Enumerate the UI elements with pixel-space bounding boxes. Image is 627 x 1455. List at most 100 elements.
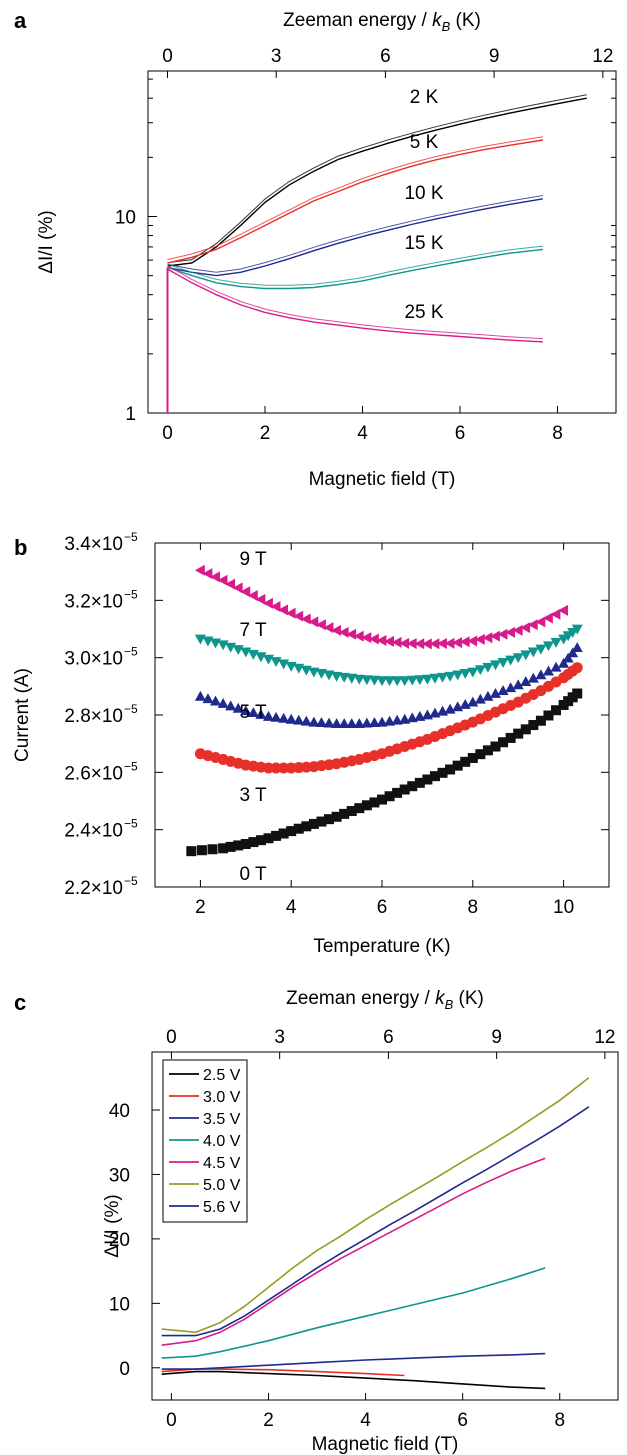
marker-9t xyxy=(437,638,447,650)
marker-5t xyxy=(535,669,547,680)
top-axis-a-tick-label: 9 xyxy=(489,46,500,67)
marker-0t xyxy=(293,823,304,834)
panel-b-letter: b xyxy=(14,535,27,560)
annotation-a-2k: 2 K xyxy=(410,87,439,108)
annotation-b-5t: 5 T xyxy=(239,702,267,723)
marker-9t xyxy=(406,638,417,650)
marker-9t xyxy=(399,637,410,649)
marker-7t xyxy=(331,671,343,682)
marker-7t xyxy=(459,669,471,679)
marker-5t xyxy=(300,715,312,726)
marker-7t xyxy=(452,670,464,681)
y-axis-b-label: Current (A) xyxy=(12,668,33,762)
marker-9t xyxy=(361,632,372,644)
chart-panel-b: 2 4 6 8 102.2×10 −52.4×10 −52.6×10 −52.8×10 −53.… xyxy=(12,530,610,957)
annotation-a-25k: 25 K xyxy=(404,302,443,323)
marker-9t xyxy=(497,628,508,640)
marker-5t xyxy=(391,714,403,725)
marker-9t xyxy=(247,590,258,602)
panel-c-letter: c xyxy=(14,990,26,1015)
marker-0t xyxy=(225,841,236,852)
marker-9t xyxy=(285,607,296,619)
x-axis-b-tick-label: 2 xyxy=(195,897,206,918)
marker-7t xyxy=(353,674,365,685)
marker-5t xyxy=(255,709,267,719)
marker-9t xyxy=(459,636,470,648)
marker-0t xyxy=(422,774,433,785)
y-axis-b-tick-exponent: −5 xyxy=(124,759,138,773)
marker-0t xyxy=(248,837,259,848)
marker-7t xyxy=(550,637,562,648)
y-axis-c-tick-label: 0 xyxy=(119,1359,130,1380)
annotation-a-5k: 5 K xyxy=(410,132,439,153)
marker-5t xyxy=(210,695,222,706)
y-axis-a-tick-label: 10 xyxy=(115,207,136,228)
x-axis-c-tick-label: 6 xyxy=(457,1410,468,1431)
y-axis-c-tick-label: 30 xyxy=(109,1165,130,1186)
series-line-40v xyxy=(161,1267,546,1359)
marker-9t xyxy=(512,624,523,636)
marker-9t xyxy=(482,632,493,644)
top-axis-a-tick-label: 0 xyxy=(162,46,173,67)
marker-9t xyxy=(505,626,516,638)
series-line-trace2-10k xyxy=(167,195,543,273)
marker-0t xyxy=(308,818,319,829)
top-axis-c-label: Zeeman energy / kB (K) xyxy=(286,988,484,1012)
marker-5t xyxy=(323,717,335,728)
marker-5t xyxy=(497,685,509,696)
marker-0t xyxy=(460,756,471,767)
marker-7t xyxy=(421,674,433,685)
marker-7t xyxy=(505,655,517,666)
marker-5t xyxy=(225,700,237,711)
marker-9t xyxy=(490,630,500,642)
marker-5t xyxy=(562,652,574,663)
chart-panel-a: 0 2 4 6 8 0 3 6 9 12 1 10 Magnetic field (T) ΔI/I (%)… xyxy=(36,10,617,490)
marker-9t xyxy=(391,636,402,648)
x-axis-a-label: Magnetic field (T) xyxy=(309,469,456,490)
marker-7t xyxy=(437,672,449,683)
series-line-trace2-5k xyxy=(167,136,543,261)
marker-5t xyxy=(361,717,373,728)
annotation-b-3t: 3 T xyxy=(239,785,267,806)
marker-5t xyxy=(194,690,206,701)
marker-5t xyxy=(270,711,282,722)
marker-5t xyxy=(285,713,297,724)
top-axis-c-tick-label: 12 xyxy=(594,1027,615,1048)
series-line-25k xyxy=(167,268,543,343)
marker-0t xyxy=(543,710,554,721)
marker-0t xyxy=(369,797,380,808)
marker-7t xyxy=(338,672,350,683)
x-axis-c-label: Magnetic field (T) xyxy=(312,1434,459,1455)
marker-0t xyxy=(482,745,493,756)
top-axis-a-tick-label: 3 xyxy=(271,46,282,67)
marker-9t xyxy=(414,638,425,650)
marker-3t xyxy=(270,762,282,774)
marker-9t xyxy=(293,610,304,622)
marker-0t xyxy=(240,839,251,849)
y-axis-c-label: ΔI/I (%) xyxy=(102,1194,123,1257)
marker-9t xyxy=(550,608,561,620)
marker-5t xyxy=(315,717,327,728)
marker-9t xyxy=(315,619,326,631)
marker-7t xyxy=(384,676,396,687)
marker-7t xyxy=(429,673,441,684)
y-axis-b-tick-label: 3.2×10 xyxy=(64,591,123,612)
marker-7t xyxy=(535,644,547,655)
x-axis-b-label: Temperature (K) xyxy=(313,936,450,957)
marker-5t xyxy=(308,716,320,727)
y-axis-b-tick-exponent: −5 xyxy=(124,530,138,544)
marker-0t xyxy=(354,803,365,814)
panel-a-letter: a xyxy=(14,8,27,33)
marker-0t xyxy=(452,760,463,771)
legend-label: 2.5 V xyxy=(203,1067,241,1084)
marker-9t xyxy=(210,571,220,583)
series-line-35v xyxy=(161,1352,546,1370)
y-axis-b-tick-exponent: −5 xyxy=(124,874,138,888)
marker-9t xyxy=(429,638,440,650)
marker-0t xyxy=(513,728,524,739)
y-axis-b-tick-label: 2.6×10 xyxy=(64,763,123,784)
marker-9t xyxy=(202,568,213,580)
marker-7t xyxy=(467,667,479,678)
top-axis-a-label: Zeeman energy / kB (K) xyxy=(283,10,481,34)
annotation-b-9t: 9 T xyxy=(239,549,267,570)
